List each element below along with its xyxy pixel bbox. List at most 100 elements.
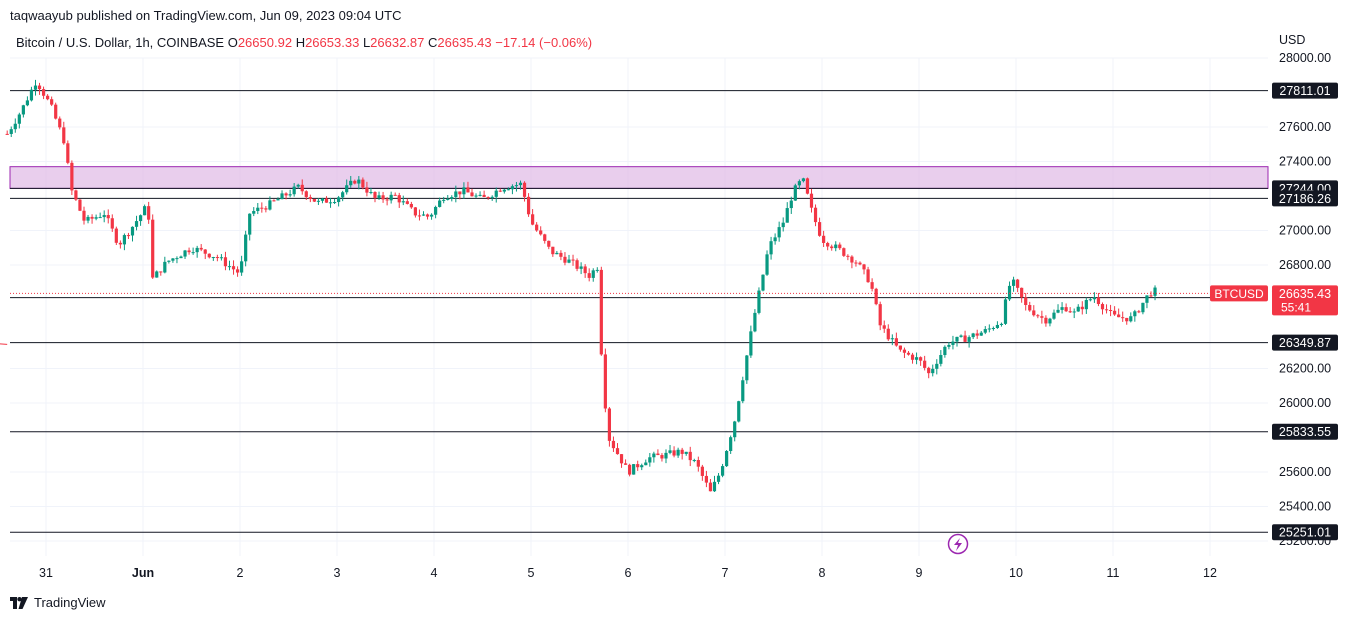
candle-body: [126, 235, 131, 237]
candle-body: [656, 453, 660, 456]
candle-body: [822, 235, 826, 243]
candle-body: [361, 179, 365, 188]
candle-body: [316, 200, 321, 202]
candle-body: [939, 355, 943, 364]
candle-body: [272, 200, 276, 202]
candle-body: [29, 89, 34, 101]
candle-body: [296, 184, 300, 187]
candle-body: [187, 250, 191, 253]
candle-body: [858, 262, 862, 265]
lightning-icon[interactable]: [947, 533, 969, 555]
time-tick-label: 6: [625, 566, 632, 580]
candle-body: [138, 215, 143, 222]
candle-body: [733, 421, 737, 438]
candle-body: [1052, 312, 1056, 319]
symbol-name[interactable]: Bitcoin / U.S. Dollar, 1h, COINBASE: [16, 35, 225, 50]
candle-body: [729, 437, 733, 451]
candle-body: [215, 257, 219, 259]
candle-body: [1137, 311, 1141, 313]
candle-body: [716, 475, 721, 482]
candle-body: [58, 118, 62, 128]
candle-body: [369, 192, 373, 194]
low-label: L: [362, 35, 371, 50]
candle-body: [438, 200, 442, 207]
candle-body: [910, 354, 915, 360]
candle-body: [191, 252, 195, 254]
candle-body: [143, 206, 147, 216]
open-label: O: [227, 35, 238, 50]
candle-body: [1007, 285, 1012, 300]
candle-body: [381, 195, 385, 200]
candle-body: [332, 202, 337, 204]
symbol-tag: BTCUSD: [1214, 287, 1264, 301]
time-tick-label: 3: [334, 566, 341, 580]
candle-body: [745, 355, 749, 381]
candle-body: [615, 448, 620, 455]
currency-label: USD: [1279, 33, 1306, 47]
candle-body: [486, 197, 490, 199]
open-value: 26650.92: [237, 35, 293, 50]
candle-body: [708, 482, 713, 492]
candle-body: [151, 219, 155, 278]
candle-body: [235, 269, 240, 273]
candle-body: [1153, 287, 1157, 296]
time-tick-label: 2: [237, 566, 244, 580]
candle-body: [1064, 307, 1068, 312]
candle-body: [951, 341, 955, 345]
candle-body: [106, 215, 110, 219]
candle-body: [171, 258, 175, 261]
high-value: 26653.33: [305, 35, 360, 50]
candle-body: [575, 260, 579, 269]
candle-body: [357, 179, 361, 184]
candle-body: [1080, 306, 1084, 310]
candle-body: [1088, 299, 1092, 301]
candle-body: [813, 207, 818, 223]
candle-body: [434, 206, 438, 215]
candle-body: [90, 216, 94, 219]
candle-body: [389, 194, 393, 201]
candle-body: [591, 270, 595, 278]
candle-body: [700, 466, 704, 476]
tradingview-logo[interactable]: TradingView: [10, 595, 106, 610]
candle-body: [983, 329, 987, 333]
trendlines: [0, 292, 1210, 345]
candle-body: [636, 464, 640, 468]
candle-body: [474, 195, 478, 197]
time-tick-label: 4: [431, 566, 438, 580]
candle-body: [54, 104, 58, 119]
candle-body: [676, 449, 680, 456]
candle-body: [260, 207, 264, 209]
candle-body: [429, 214, 434, 217]
candle-body: [935, 363, 939, 369]
current-price-label-bg: [1272, 285, 1338, 316]
candle-body: [963, 335, 967, 342]
time-tick-label: Jun: [132, 566, 154, 580]
candle-body: [838, 244, 842, 249]
candle-body: [846, 255, 850, 257]
candle-body: [817, 222, 822, 236]
candle-body: [466, 187, 470, 193]
candle-body: [1068, 311, 1072, 313]
candle-body: [737, 401, 741, 422]
candle-body: [324, 198, 329, 203]
candle-body: [781, 222, 785, 228]
candle-body: [397, 195, 401, 203]
time-tick-label: 11: [1107, 566, 1120, 580]
candle-body: [967, 337, 971, 342]
horizontal-levels: [10, 90, 1268, 533]
candle-body: [264, 208, 268, 210]
time-tick-label: 31: [39, 566, 53, 580]
candle-body: [1060, 307, 1064, 310]
candle-body: [203, 249, 207, 254]
candle-body: [401, 201, 405, 203]
candle-body: [862, 264, 866, 270]
candle-body: [955, 336, 959, 342]
candle-body: [539, 230, 543, 235]
candle-body: [805, 178, 810, 194]
candle-body: [478, 194, 482, 196]
candle-body: [777, 227, 781, 238]
candle-body: [21, 105, 25, 115]
candle-body: [86, 216, 90, 221]
candle-body: [284, 193, 288, 196]
